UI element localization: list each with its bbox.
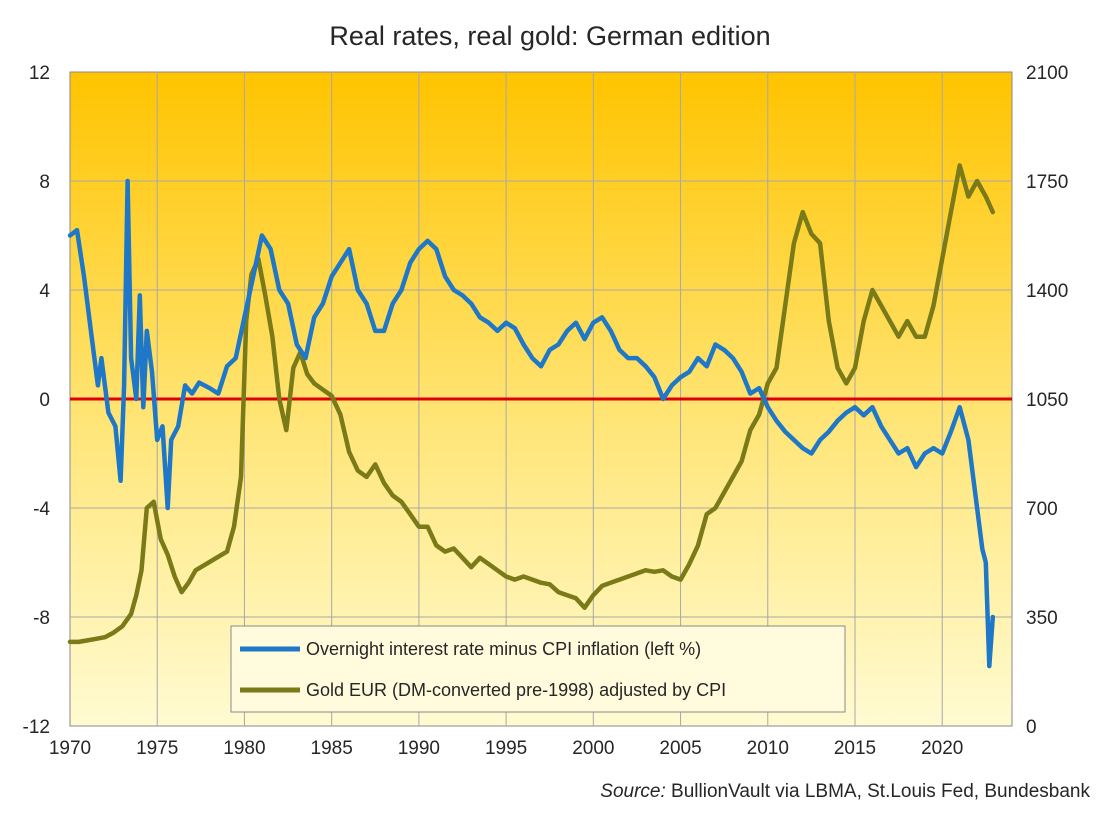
source-label: Source: xyxy=(600,781,665,802)
y-right-tick-label-1400: 1400 xyxy=(1026,281,1068,302)
y-left-tick-label-8: 8 xyxy=(39,172,50,193)
y-left-tick-label--4: -4 xyxy=(33,499,50,520)
x-tick-label-2020: 2020 xyxy=(921,738,963,759)
x-axis-ticks: 1970 1975 1980 1985 1990 1995 2000 2005 2010 2015… xyxy=(49,738,964,759)
y-axis-right-ticks: 0 350 700 1050 1400 1750 2100 xyxy=(1026,63,1068,738)
y-left-tick-label-12: 12 xyxy=(29,63,50,84)
legend-label-rates: Overnight interest rate minus CPI inflat… xyxy=(306,639,701,659)
x-tick-label-1975: 1975 xyxy=(136,738,178,759)
x-tick-label-2005: 2005 xyxy=(659,738,701,759)
y-axis-left-ticks: -12 -8 -4 0 4 8 12 xyxy=(23,63,51,738)
series-line-gold-eur xyxy=(67,163,996,645)
y-right-tick-label-1050: 1050 xyxy=(1026,390,1068,411)
y-right-tick-label-2100: 2100 xyxy=(1026,63,1068,84)
chart-title: Real rates, real gold: German edition xyxy=(329,21,770,51)
series-lines xyxy=(67,163,996,669)
x-tick-label-2010: 2010 xyxy=(747,738,789,759)
source-note: Source: BullionVault via LBMA, St.Louis … xyxy=(600,781,1090,802)
y-right-tick-label-350: 350 xyxy=(1026,608,1058,629)
x-tick-label-1980: 1980 xyxy=(223,738,265,759)
legend-label-gold: Gold EUR (DM-converted pre-1998) adjuste… xyxy=(306,680,726,700)
x-tick-label-2000: 2000 xyxy=(572,738,614,759)
x-tick-label-1995: 1995 xyxy=(485,738,527,759)
y-left-tick-label-0: 0 xyxy=(39,390,50,411)
y-left-tick-label-4: 4 xyxy=(39,281,50,302)
x-tick-label-1985: 1985 xyxy=(311,738,353,759)
y-left-tick-label--12: -12 xyxy=(23,717,50,738)
y-left-tick-label--8: -8 xyxy=(33,608,50,629)
x-tick-label-1970: 1970 xyxy=(49,738,91,759)
x-tick-label-1990: 1990 xyxy=(398,738,440,759)
legend: Overnight interest rate minus CPI inflat… xyxy=(230,625,846,713)
y-right-tick-label-700: 700 xyxy=(1026,499,1058,520)
y-right-tick-label-0: 0 xyxy=(1026,717,1037,738)
legend-box xyxy=(230,625,846,713)
x-tick-label-2015: 2015 xyxy=(834,738,876,759)
series-line-real-rates xyxy=(67,178,996,669)
source-text: BullionVault via LBMA, St.Louis Fed, Bun… xyxy=(671,781,1090,802)
y-right-tick-label-1750: 1750 xyxy=(1026,172,1068,193)
